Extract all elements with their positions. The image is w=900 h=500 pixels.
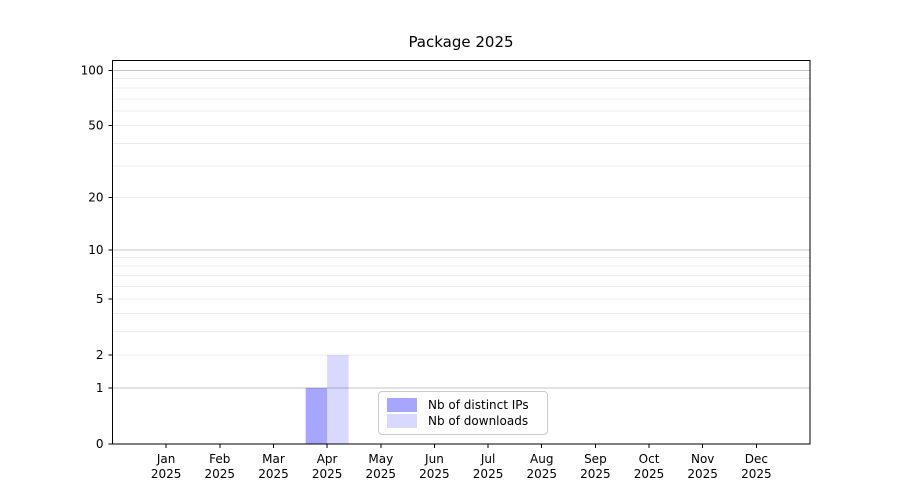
x-tick-year-feb: 2025 [205,467,236,481]
x-tick-label-aug: Aug [530,452,553,466]
x-tick-year-jul: 2025 [473,467,504,481]
x-tick-label-nov: Nov [691,452,714,466]
legend: Nb of distinct IPs Nb of downloads [378,391,548,435]
x-tick-year-dec: 2025 [741,467,772,481]
y-tick-label-10: 10 [88,243,103,257]
x-tick-label-oct: Oct [639,452,660,466]
x-tick-year-nov: 2025 [687,467,718,481]
axes-box [112,60,811,445]
y-tick-label-100: 100 [81,63,104,77]
bar-nb-of-downloads-apr [327,355,349,444]
y-tick-label-5: 5 [96,292,104,306]
x-tick-label-mar: Mar [262,452,285,466]
x-tick-year-aug: 2025 [526,467,557,481]
x-tick-year-sep: 2025 [580,467,611,481]
x-tick-year-may: 2025 [365,467,396,481]
y-tick-label-2: 2 [96,348,104,362]
bar-nb-of-distinct-ips-apr [305,387,328,444]
legend-swatch-downloads [387,414,417,428]
x-tick-year-oct: 2025 [634,467,665,481]
x-tick-label-dec: Dec [745,452,768,466]
x-tick-label-jan: Jan [156,452,176,466]
legend-item-distinct-ips: Nb of distinct IPs [387,398,539,412]
y-tick-label-1: 1 [96,381,104,395]
x-tick-label-jun: Jun [424,452,444,466]
x-tick-year-mar: 2025 [258,467,289,481]
x-tick-year-jan: 2025 [151,467,182,481]
chart-title: Package 2025 [408,33,514,51]
y-tick-label-20: 20 [88,190,103,204]
x-tick-label-apr: Apr [317,452,338,466]
legend-label-downloads: Nb of downloads [428,414,529,428]
y-tick-label-0: 0 [96,437,104,451]
y-tick-label-50: 50 [88,119,103,133]
x-tick-label-feb: Feb [209,452,230,466]
legend-swatch-distinct-ips [387,398,417,412]
x-tick-label-may: May [368,452,393,466]
x-tick-year-apr: 2025 [312,467,343,481]
legend-label-distinct-ips: Nb of distinct IPs [428,398,529,412]
x-tick-label-jul: Jul [480,452,495,466]
legend-item-downloads: Nb of downloads [387,414,539,428]
x-tick-label-sep: Sep [584,452,607,466]
x-tick-year-jun: 2025 [419,467,450,481]
